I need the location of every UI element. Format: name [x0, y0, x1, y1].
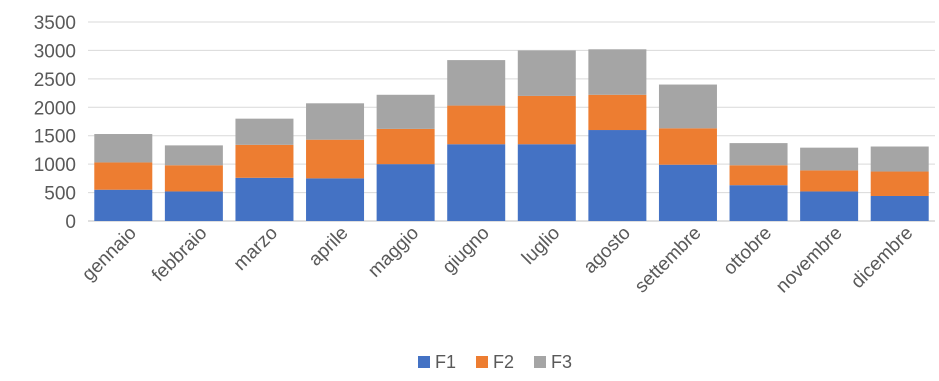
bar-f3-marzo	[235, 118, 294, 145]
x-axis-ticks: gennaio febbraio marzo aprile maggio giugno lu…	[78, 223, 917, 298]
bar-f2-febbraio	[164, 165, 223, 192]
y-tick-label: 1500	[34, 127, 76, 148]
bar-f1-febbraio	[164, 191, 223, 221]
x-tick-label: aprile	[305, 223, 353, 271]
y-tick-label: 1000	[34, 155, 76, 176]
x-tick-label: luglio	[518, 223, 564, 269]
legend-item-f2: F2	[476, 352, 514, 372]
bar-f1-maggio	[376, 164, 435, 221]
legend-item-f3: F3	[534, 352, 572, 372]
legend-label: F1	[435, 352, 456, 372]
bar-f1-ottobre	[729, 185, 788, 221]
x-tick-label: febbraio	[148, 223, 211, 286]
bar-f3-giugno	[447, 60, 506, 106]
bar-f1-dicembre	[870, 195, 929, 221]
y-axis-ticks: 0 500 1000 1500 2000 2500 3000 3500	[34, 13, 76, 233]
bar-f2-agosto	[588, 94, 647, 131]
bar-f2-ottobre	[729, 165, 788, 186]
bar-f1-giugno	[447, 144, 506, 221]
bar-f2-luglio	[517, 95, 576, 145]
bar-f3-luglio	[517, 50, 576, 96]
bar-f2-maggio	[376, 128, 435, 165]
bar-f2-marzo	[235, 144, 294, 178]
bar-f2-giugno	[447, 105, 506, 145]
bar-f3-settembre	[658, 84, 717, 129]
legend-swatch	[476, 356, 488, 368]
bar-f3-novembre	[800, 147, 859, 171]
bar-f3-ottobre	[729, 143, 788, 166]
bar-f1-novembre	[800, 191, 859, 221]
bar-f2-aprile	[306, 139, 365, 179]
legend-label: F3	[551, 352, 572, 372]
bar-f3-gennaio	[94, 134, 153, 163]
legend: F1 F2 F3	[418, 352, 572, 372]
legend-swatch	[534, 356, 546, 368]
legend-swatch	[418, 356, 430, 368]
bar-f2-novembre	[800, 170, 859, 192]
gridlines	[88, 21, 935, 222]
y-tick-label: 0	[65, 212, 76, 233]
bar-f3-dicembre	[870, 146, 929, 172]
bar-f2-gennaio	[94, 162, 153, 190]
bar-f2-settembre	[658, 128, 717, 165]
bar-f1-luglio	[517, 144, 576, 221]
bar-f1-gennaio	[94, 189, 153, 221]
x-tick-label: settembre	[631, 223, 706, 298]
y-tick-label: 2500	[34, 70, 76, 91]
x-tick-label: marzo	[230, 223, 282, 275]
bar-f2-dicembre	[870, 171, 929, 196]
bar-f1-aprile	[306, 178, 365, 221]
x-tick-label: novembre	[772, 223, 847, 298]
y-tick-label: 3500	[34, 13, 76, 34]
y-tick-label: 2000	[34, 98, 76, 119]
bar-f1-settembre	[658, 164, 717, 221]
x-tick-label: maggio	[364, 223, 423, 282]
bar-f1-marzo	[235, 177, 294, 221]
bar-f3-aprile	[306, 103, 365, 140]
bar-f3-agosto	[588, 49, 647, 95]
bar-f1-agosto	[588, 130, 647, 221]
legend-item-f1: F1	[418, 352, 456, 372]
y-tick-label: 500	[44, 184, 76, 205]
legend-label: F2	[493, 352, 514, 372]
y-tick-label: 3000	[34, 41, 76, 62]
x-tick-label: gennaio	[78, 223, 141, 286]
x-tick-label: dicembre	[847, 223, 917, 293]
bars	[94, 49, 929, 221]
x-tick-label: ottobre	[719, 223, 776, 280]
x-tick-label: giugno	[439, 223, 494, 278]
x-tick-label: agosto	[580, 223, 635, 278]
bar-f3-maggio	[376, 94, 435, 129]
bar-f3-febbraio	[164, 145, 223, 166]
